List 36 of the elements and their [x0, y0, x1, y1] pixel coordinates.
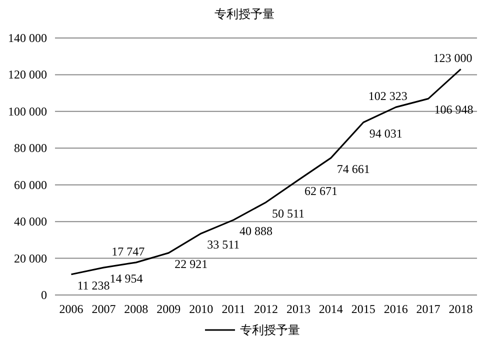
x-tick-label: 2009: [156, 302, 181, 316]
data-label: 74 661: [336, 162, 370, 176]
x-tick-label: 2016: [384, 302, 408, 316]
y-tick-label: 20 000: [14, 251, 47, 266]
x-tick-label: 2013: [286, 302, 310, 316]
y-tick-label: 40 000: [14, 214, 47, 229]
x-tick-label: 2006: [59, 302, 84, 316]
data-label: 33 511: [207, 237, 240, 252]
data-label: 11 238: [77, 278, 110, 292]
y-tick-label: 60 000: [14, 178, 47, 192]
data-label: 22 921: [174, 256, 208, 271]
chart-title: 专利授予量: [214, 7, 274, 21]
y-tick-label: 120 000: [8, 68, 47, 82]
data-label: 40 888: [240, 224, 273, 238]
data-label: 102 323: [368, 89, 408, 104]
y-tick-label: 140 000: [8, 31, 47, 45]
data-label: 106 948: [434, 102, 474, 117]
x-tick-label: 2018: [448, 302, 473, 316]
data-label: 14 954: [110, 272, 143, 286]
x-tick-label: 2012: [254, 302, 278, 316]
y-tick-label: 80 000: [14, 141, 47, 156]
x-tick-label: 2007: [92, 302, 116, 316]
data-label: 62 671: [304, 184, 338, 198]
y-tick-label: 0: [41, 288, 47, 302]
data-label: 17 747: [112, 244, 145, 258]
x-tick-label: 2011: [222, 302, 246, 316]
data-label: 123 000: [433, 51, 472, 66]
legend-label: 专利授予量: [240, 323, 300, 337]
x-tick-label: 2014: [318, 302, 343, 316]
x-tick-label: 2008: [124, 302, 148, 316]
y-tick-label: 100 000: [8, 104, 47, 118]
data-label: 50 511: [272, 206, 305, 220]
x-tick-label: 2015: [351, 302, 376, 316]
x-tick-label: 2010: [189, 302, 214, 316]
data-label: 94 031: [369, 126, 402, 140]
x-tick-label: 2017: [416, 302, 440, 316]
